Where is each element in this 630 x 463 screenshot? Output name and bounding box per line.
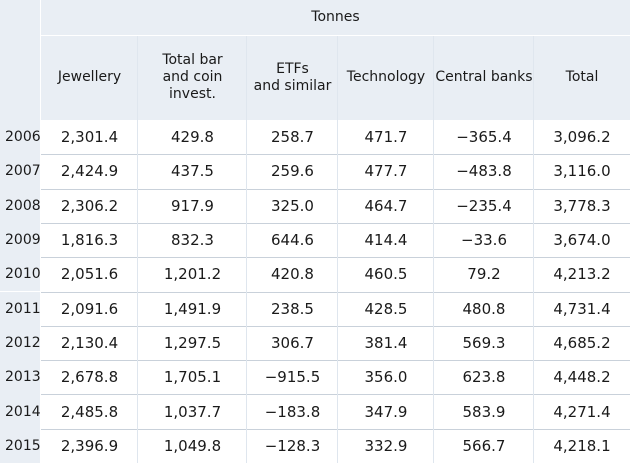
table-cell: 4,218.1 [553, 436, 611, 455]
table-cell: 460.5 [364, 265, 408, 284]
row-year: 2006 [0, 120, 41, 155]
table-cell: 583.9 [462, 402, 506, 421]
table-cell: 79.2 [467, 265, 501, 284]
table-cell: 1,201.2 [163, 265, 222, 284]
table-cell: 2,424.9 [60, 162, 119, 181]
table-cell: 477.7 [364, 162, 408, 181]
row-divider [41, 188, 630, 190]
row-year: 2014 [0, 394, 41, 429]
table-cell: −183.8 [264, 402, 321, 421]
row-divider [41, 428, 630, 430]
table-cell: 428.5 [364, 299, 408, 318]
table-cell: 3,096.2 [553, 128, 611, 147]
table-cell: −235.4 [456, 196, 512, 215]
table-cell: 2,130.4 [60, 333, 119, 352]
table-cell: 332.9 [364, 436, 408, 455]
table-cell: 2,091.6 [60, 299, 119, 318]
row-year: 2007 [0, 154, 41, 189]
column-divider [337, 35, 338, 463]
column-divider [433, 35, 434, 463]
column-divider [137, 35, 138, 463]
column-divider [246, 35, 247, 463]
table-cell: 429.8 [171, 128, 214, 147]
table-cell: −483.8 [456, 162, 512, 181]
table-cell: −915.5 [264, 368, 321, 387]
table-cell: 414.4 [364, 231, 408, 250]
row-divider [41, 325, 630, 327]
table-cell: 2,301.4 [60, 128, 119, 147]
column-header: Jewellery [41, 35, 138, 120]
table-cell: 2,485.8 [60, 402, 119, 421]
table-cell: 644.6 [271, 231, 314, 250]
row-year: 2015 [0, 428, 41, 463]
row-divider [41, 257, 630, 259]
table-cell: 464.7 [364, 196, 408, 215]
row-year: 2012 [0, 325, 41, 361]
table-cell: 381.4 [364, 333, 408, 352]
column-header: Total [534, 35, 630, 120]
unit-header: Tonnes [41, 0, 630, 35]
column-divider [40, 0, 41, 463]
row-divider [41, 154, 630, 156]
row-divider [41, 291, 630, 293]
corner-cell [0, 0, 41, 120]
table-cell: 480.8 [462, 299, 506, 318]
column-header: Total bar and coin invest. [138, 35, 247, 120]
table-cell: 420.8 [271, 265, 314, 284]
row-year: 2010 [0, 257, 41, 292]
row-year: 2008 [0, 188, 41, 223]
row-year: 2011 [0, 291, 41, 326]
table-cell: 2,678.8 [60, 368, 119, 387]
table-cell: 347.9 [364, 402, 408, 421]
table-cell: 238.5 [271, 299, 314, 318]
table-cell: 3,674.0 [553, 231, 611, 250]
table-cell: 623.8 [462, 368, 506, 387]
column-divider [533, 35, 534, 463]
table-cell: −128.3 [264, 436, 321, 455]
table-cell: −33.6 [461, 231, 507, 250]
column-header: ETFs and similar [247, 35, 338, 120]
table-cell: 3,116.0 [553, 162, 611, 181]
table-cell: 4,271.4 [553, 402, 611, 421]
table-cell: 2,306.2 [60, 196, 119, 215]
table-cell: −365.4 [456, 128, 512, 147]
table-cell: 4,448.2 [553, 368, 611, 387]
table-cell: 258.7 [271, 128, 314, 147]
table-cell: 4,213.2 [553, 265, 611, 284]
table-cell: 1,491.9 [163, 299, 222, 318]
table-cell: 306.7 [271, 333, 314, 352]
row-year: 2009 [0, 222, 41, 258]
table-cell: 3,778.3 [553, 196, 611, 215]
table-cell: 2,396.9 [60, 436, 119, 455]
table-cell: 1,705.1 [163, 368, 222, 387]
table-cell: 259.6 [271, 162, 314, 181]
table-cell: 4,685.2 [553, 333, 611, 352]
table-cell: 1,049.8 [163, 436, 222, 455]
table-cell: 1,816.3 [60, 231, 119, 250]
row-divider [41, 394, 630, 396]
table-cell: 4,731.4 [553, 299, 611, 318]
table-cell: 471.7 [364, 128, 408, 147]
table-cell: 356.0 [364, 368, 408, 387]
table-cell: 832.3 [171, 231, 214, 250]
row-year: 2013 [0, 360, 41, 395]
table-cell: 1,037.7 [163, 402, 222, 421]
table-cell: 917.9 [171, 196, 214, 215]
table-cell: 1,297.5 [163, 333, 222, 352]
column-header: Technology [338, 35, 434, 120]
header-divider [41, 35, 630, 36]
table-cell: 325.0 [271, 196, 314, 215]
table-cell: 437.5 [171, 162, 214, 181]
column-header: Central banks [434, 35, 534, 120]
table-cell: 2,051.6 [60, 265, 119, 284]
row-divider [41, 360, 630, 362]
row-divider [41, 222, 630, 224]
table-cell: 569.3 [462, 333, 506, 352]
table-cell: 566.7 [462, 436, 506, 455]
